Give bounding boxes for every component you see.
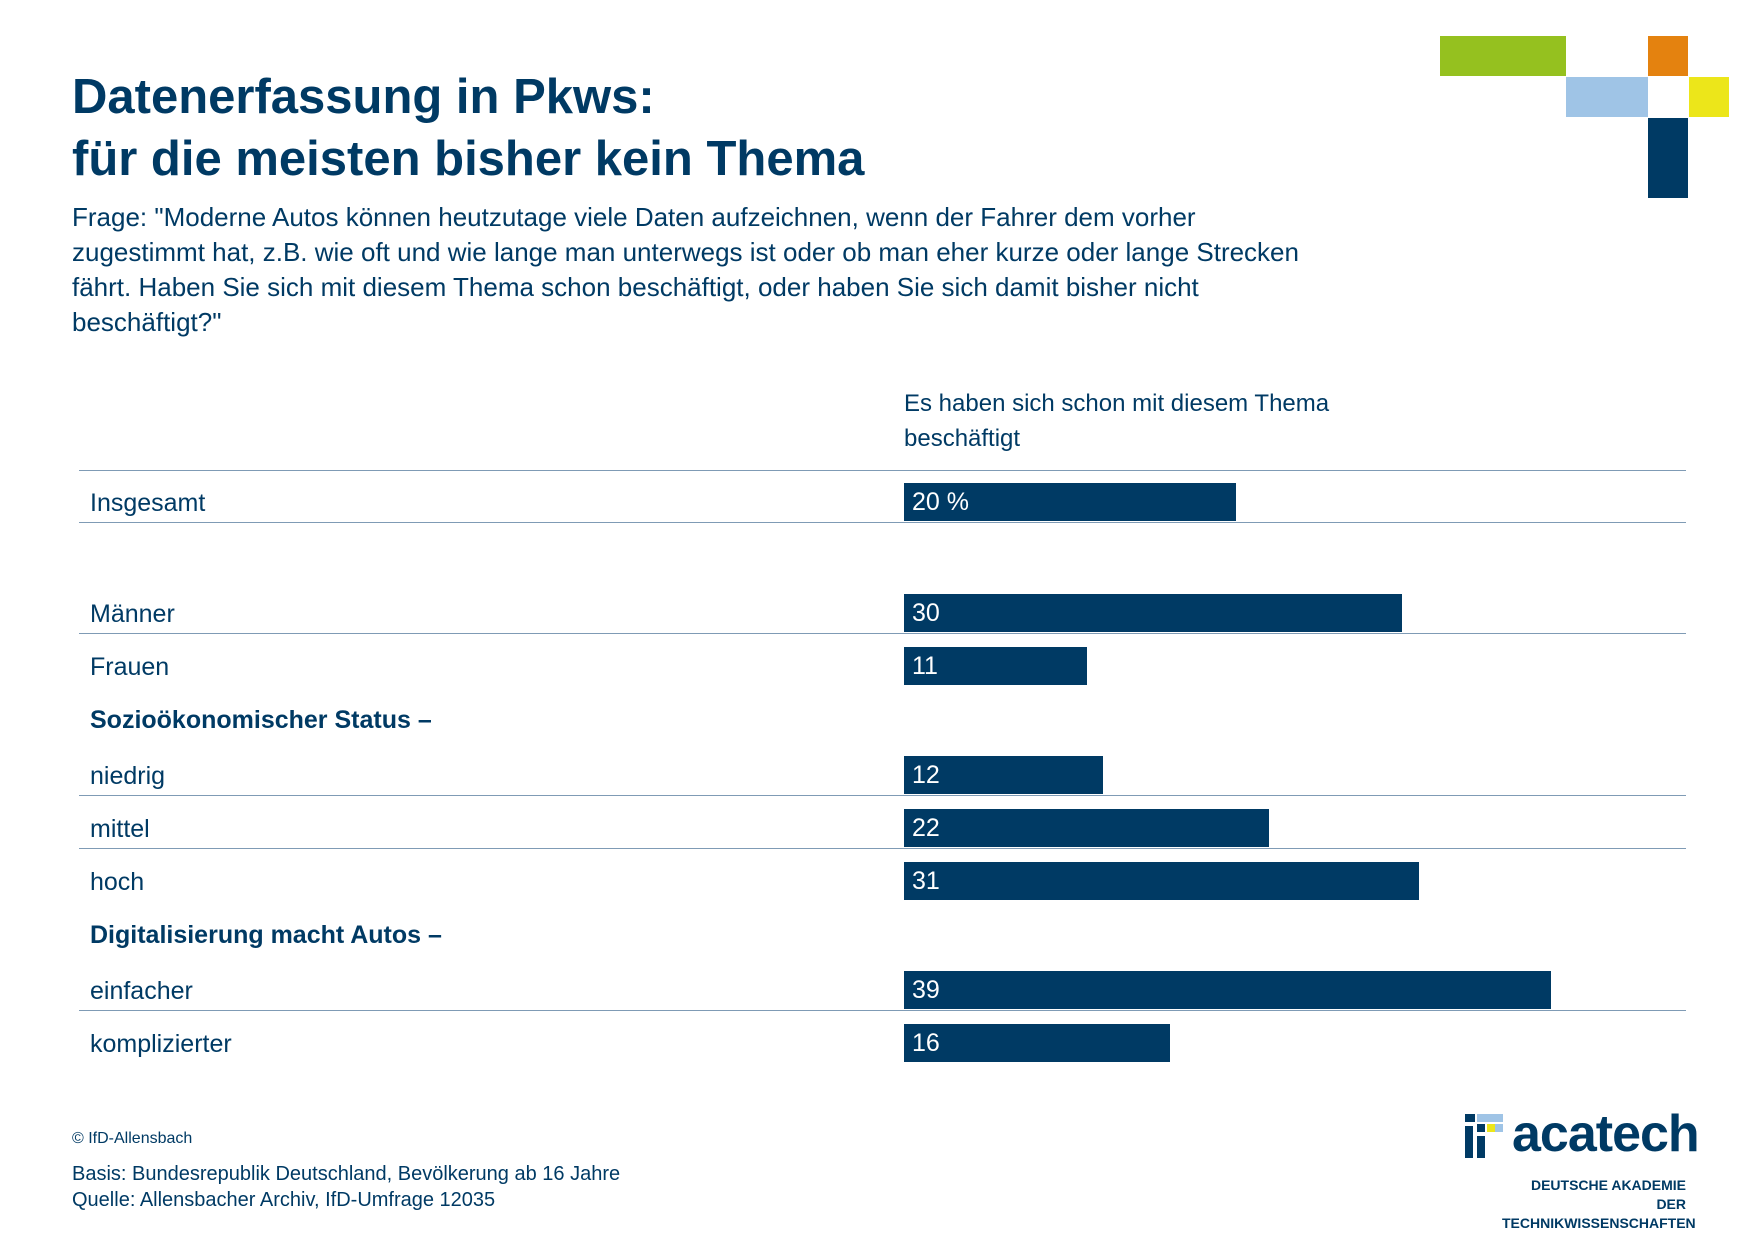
survey-question: Frage: "Moderne Autos können heutzutage … [72,202,1299,337]
bar: 39 [904,971,1552,1009]
source-note: Quelle: Allensbacher Archiv, IfD-Umfrage… [72,1189,496,1211]
bar: 22 [904,809,1270,847]
row-divider [79,795,1686,796]
chart-title: Datenerfassung in Pkws: für die meisten … [72,66,864,190]
bar-value-label: 16 [912,1029,940,1057]
bar-value-label: 20 % [912,488,969,516]
row-divider [79,1010,1686,1011]
logo-subtitle-line2: TECHNIKWISSENSCHAFTEN [1502,1215,1696,1231]
bar-value-label: 30 [912,599,940,627]
bar-value-label: 22 [912,814,940,842]
bar-value-label: 31 [912,867,940,895]
acatech-logo-icon [1465,1114,1503,1158]
logo-wordmark: acatech [1512,1105,1700,1163]
chart-title-line1: Datenerfassung in Pkws: [72,70,655,124]
deco-block-yellow [1689,77,1729,117]
row-label: hoch [90,868,145,896]
row-label: Männer [90,600,175,628]
deco-block-green [1440,36,1566,76]
row-label: komplizierter [90,1030,232,1058]
row-divider [79,633,1686,634]
bar: 31 [904,862,1419,900]
row-label: Frauen [90,653,170,681]
row-label: niedrig [90,762,166,790]
group-label: Digitalisierung macht Autos – [90,921,442,949]
bar: 30 [904,594,1402,632]
bar: 20 % [904,483,1236,521]
deco-block-lightblue [1566,77,1648,117]
row-label: einfacher [90,977,193,1005]
logo-subtitle: DEUTSCHE AKADEMIE DER TECHNIKWISSENSCHAF… [1502,1176,1696,1233]
bar: 12 [904,756,1104,794]
row-divider [79,522,1686,523]
chart-title-line2: für die meisten bisher kein Thema [72,132,865,186]
bar-value-label: 12 [912,761,940,789]
logo-subtitle-line1: DEUTSCHE AKADEMIE DER [1530,1177,1686,1212]
basis-note: Basis: Bundesrepublik Deutschland, Bevöl… [72,1163,621,1185]
bar: 11 [904,647,1087,685]
bar-value-label: 39 [912,976,940,1004]
table-rule-top [79,470,1686,471]
row-label: mittel [90,815,150,843]
group-label: Sozioökonomischer Status – [90,706,432,734]
column-header: Es haben sich schon mit diesem Thema bes… [904,390,1330,452]
deco-block-darkblue [1648,118,1688,198]
deco-block-orange [1648,36,1688,76]
bar: 16 [904,1024,1170,1062]
row-label: Insgesamt [90,489,206,517]
copyright: © IfD-Allensbach [72,1130,193,1147]
footer-notes: Basis: Bundesrepublik Deutschland, Bevöl… [72,1161,620,1213]
row-divider [79,848,1686,849]
bar-value-label: 11 [912,652,938,680]
